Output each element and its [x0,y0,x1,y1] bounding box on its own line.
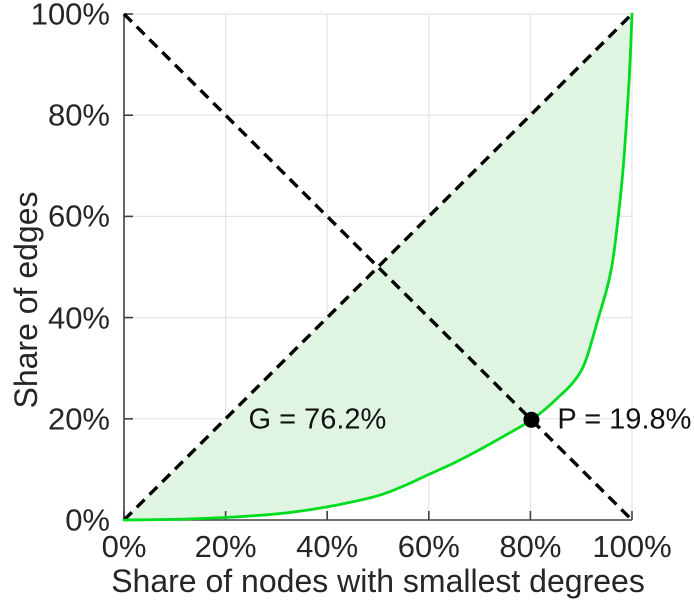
x-tick-label: 0% [101,529,147,564]
lorenz-curve-line [122,12,634,522]
y-tick-label: 20% [47,401,110,437]
anti-diagonal-line [122,12,634,522]
y-tick-label: 60% [47,198,110,234]
intersection-point-marker [523,411,540,428]
x-tick-label: 20% [194,529,257,564]
gini-annotation: G = 76.2% [248,403,387,436]
y-tick-label: 100% [30,0,110,32]
y-tick-label: 40% [47,300,110,336]
y-axis-label: Share of edges [8,191,44,409]
x-tick-label: 100% [592,529,672,564]
y-tick-label: 0% [65,502,110,538]
x-tick-label: 80% [499,529,562,564]
equality-diagonal-line [122,12,634,522]
p-annotation: P = 19.8% [557,403,692,436]
x-tick-label: 60% [397,529,460,564]
gini-area-fill [124,14,632,520]
x-tick-label: 40% [296,529,359,564]
y-tick-label: 80% [47,97,110,133]
x-axis-label: Share of nodes with smallest degrees [111,563,645,599]
